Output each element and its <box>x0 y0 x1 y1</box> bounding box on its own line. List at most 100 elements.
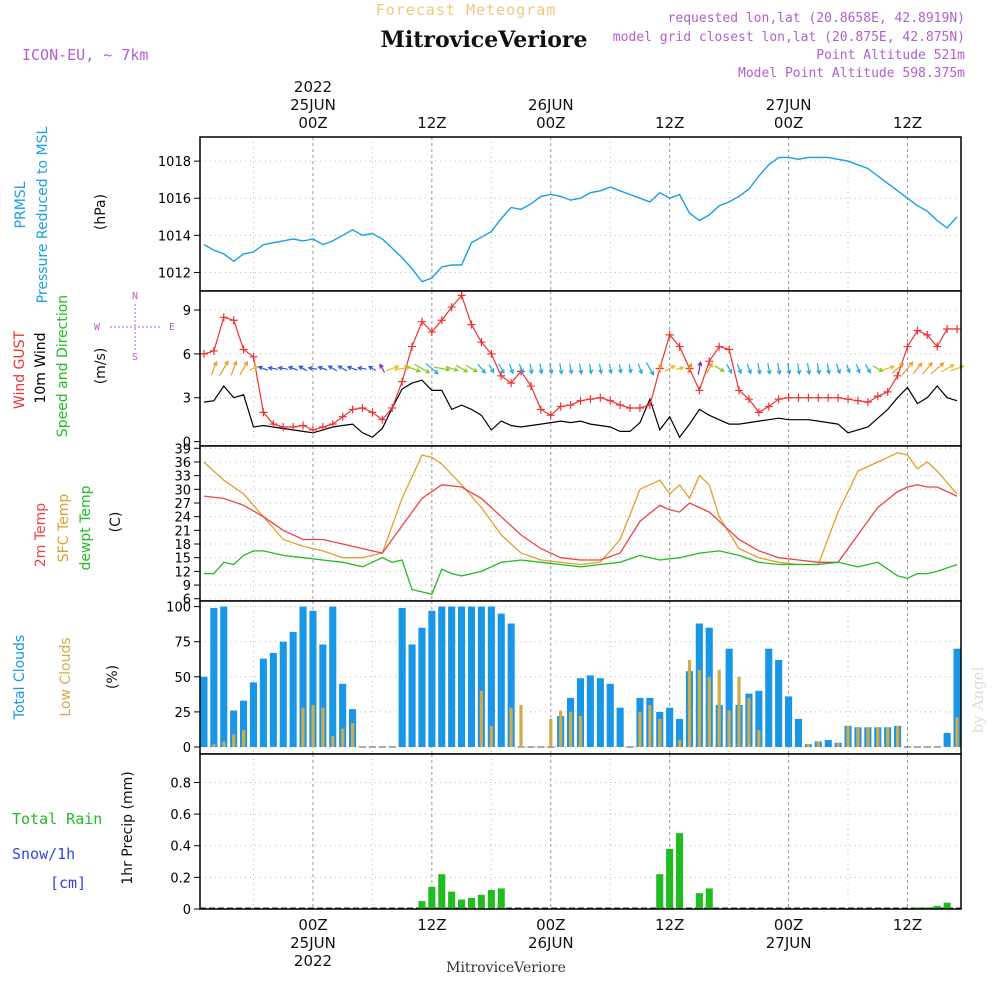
low-cloud-bar <box>678 740 682 747</box>
wind-arrow <box>726 363 733 374</box>
y-tick-label: 1016 <box>158 192 191 207</box>
wind-arrow <box>675 367 684 370</box>
wind-arrow <box>498 363 505 374</box>
wind-arrow-head <box>796 369 802 376</box>
wind-arrow-head <box>889 365 895 370</box>
pressure-label-prmsl: PRMSL <box>13 181 29 228</box>
rain-bar <box>477 894 485 909</box>
low-cloud-bar <box>321 707 325 747</box>
wind-arrow <box>714 365 725 372</box>
wind-arrow-head <box>776 369 782 376</box>
gust-marker <box>903 342 912 351</box>
low-cloud-bar <box>747 697 751 747</box>
rain-bar <box>666 848 674 909</box>
wind-arrow <box>385 365 399 372</box>
gust-marker <box>209 346 218 355</box>
bottom-time-label: 00Z <box>536 916 565 934</box>
total-cloud-bar <box>428 610 436 747</box>
rain-bar <box>933 905 941 909</box>
gust-marker <box>754 408 763 417</box>
gust-marker <box>744 395 753 404</box>
y-tick-label: 33 <box>174 470 191 485</box>
wind-arrow <box>816 363 820 374</box>
cloud-label-low: Low Clouds <box>58 637 74 716</box>
wind-arrow-head <box>394 365 400 370</box>
wind-arrow-head <box>899 362 905 368</box>
y-tick-label: 12 <box>174 565 191 580</box>
low-cloud-bar <box>212 744 216 747</box>
compass-s: S <box>132 352 138 363</box>
wind-arrow <box>425 362 439 375</box>
gust-marker <box>249 352 258 361</box>
total-cloud-bar <box>676 718 684 747</box>
total-cloud-bar <box>785 696 793 747</box>
wind-arrow <box>368 366 377 371</box>
cloud-label-total: Total Clouds <box>12 635 28 720</box>
wind-arrow-head <box>670 365 676 370</box>
wind-speed-line <box>203 379 958 439</box>
low-cloud-bar <box>886 727 890 747</box>
low-cloud-bar <box>311 704 315 747</box>
gust-marker <box>477 338 486 347</box>
y-tick-label: 18 <box>174 538 191 553</box>
wind-arrow <box>657 364 662 373</box>
wind-label-unit: (m/s) <box>93 348 109 385</box>
wind-arrow-head <box>617 368 623 375</box>
requested-point: requested lon,lat (20.8658E, 42.8919N) <box>668 11 965 26</box>
top-time-label: 00Z <box>536 114 565 132</box>
gust-marker <box>318 422 327 431</box>
total-cloud-bar <box>230 710 238 747</box>
gust-marker <box>873 392 882 401</box>
wind-arrow <box>608 363 612 374</box>
gust-marker <box>576 396 585 405</box>
dewpoint-line <box>204 550 958 595</box>
gust-marker <box>279 422 288 431</box>
cloud-label-unit: (%) <box>105 665 121 689</box>
wind-arrow-head <box>816 369 822 375</box>
gust-marker <box>705 357 714 366</box>
panel-background <box>200 137 961 291</box>
gust-marker <box>774 395 783 404</box>
gust-marker <box>526 382 535 391</box>
wind-arrow <box>268 367 279 370</box>
model-altitude: Model Point Altitude 598.375m <box>738 66 965 81</box>
wind-arrow-head <box>588 369 594 375</box>
gust-marker <box>427 327 436 336</box>
y-tick-label: 9 <box>183 304 191 319</box>
wind-arrow <box>248 366 259 371</box>
wind-label-dir: Speed and Direction <box>55 295 71 437</box>
gust-marker <box>824 393 833 402</box>
y-tick-label: 0 <box>183 436 191 451</box>
total-cloud-bar <box>220 606 228 747</box>
low-cloud-bar <box>687 660 692 747</box>
y-tick-label: 50 <box>174 671 191 686</box>
total-cloud-bar <box>477 606 485 747</box>
low-cloud-bar <box>737 676 741 747</box>
gust-marker <box>725 345 734 354</box>
gust-marker <box>606 396 615 405</box>
temp-label-dewpt: dewpt Temp <box>78 485 94 570</box>
rain-bar <box>448 891 456 909</box>
gust-marker <box>814 393 823 402</box>
wind-arrow <box>645 362 654 375</box>
gust-marker <box>219 313 228 322</box>
wind-arrow <box>549 363 553 374</box>
y-tick-label: 75 <box>174 636 191 651</box>
low-cloud-bar <box>638 711 642 747</box>
wind-arrow-head <box>627 368 633 375</box>
wind-arrow-head <box>267 365 273 371</box>
gust-marker <box>536 405 545 414</box>
low-cloud-bar <box>242 730 246 747</box>
model-label: ICON-EU, ~ 7km <box>22 46 148 64</box>
wind-arrow-head <box>756 369 762 375</box>
wind-arrow <box>930 362 944 375</box>
wind-arrow-head <box>433 369 439 375</box>
bottom-time-label: 25JUN <box>290 934 336 952</box>
wind-arrow <box>230 361 237 376</box>
wind-arrow-head <box>727 368 733 374</box>
gust-marker <box>556 402 565 411</box>
total-cloud-bar <box>824 740 832 747</box>
precip-label-snow: Snow/1h <box>12 845 75 863</box>
gust-marker <box>447 303 456 312</box>
wind-arrow-head <box>878 367 884 372</box>
